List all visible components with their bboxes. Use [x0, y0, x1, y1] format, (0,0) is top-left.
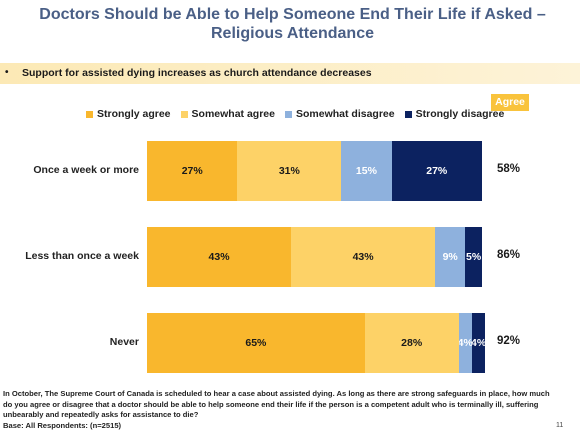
bar-segment: 9% [435, 227, 466, 287]
bullet-icon: • [5, 67, 9, 78]
category-label: Never [109, 336, 139, 348]
legend-label: Strongly disagree [415, 108, 505, 120]
stacked-bar: 43% 43% 9% 5% [147, 227, 482, 287]
legend-swatch [180, 110, 188, 118]
legend-label: Somewhat agree [191, 108, 275, 120]
bar-segment: 31% [237, 141, 342, 201]
bar-segment: 28% [364, 313, 459, 373]
page-title: Doctors Should be Able to Help Someone E… [39, 6, 546, 42]
bar-segment: 4% [458, 313, 472, 373]
bar-segment: 43% [147, 227, 292, 287]
category-label: Once a week or more [33, 164, 139, 176]
legend-item: Somewhat agree [180, 108, 275, 120]
footnote: In October, The Supreme Court of Canada … [3, 389, 551, 431]
bar-segment: 27% [147, 141, 238, 201]
legend-swatch [404, 110, 412, 118]
sample-base: Base: All Respondents: (n=2515) [3, 420, 122, 430]
survey-question: In October, The Supreme Court of Canada … [3, 389, 550, 419]
bar-segment: 5% [465, 227, 482, 287]
legend-item: Strongly agree [86, 108, 171, 120]
bar-segment: 65% [147, 313, 365, 373]
bar-segment: 43% [291, 227, 436, 287]
agree-total: 58% [497, 163, 521, 175]
agree-column-header: Agree [491, 94, 529, 111]
bar-segment: 27% [391, 141, 482, 201]
key-finding-text: Support for assisted dying increases as … [22, 67, 372, 79]
legend-label: Strongly agree [97, 108, 171, 120]
key-finding-banner: • Support for assisted dying increases a… [0, 63, 580, 84]
legend-swatch [86, 110, 93, 118]
page-number: 11 [556, 422, 564, 429]
category-label: Less than once a week [25, 250, 139, 262]
stacked-bar: 65% 28% 4% 4% [147, 313, 486, 373]
agree-total: 92% [497, 335, 521, 347]
legend-label: Somewhat disagree [295, 108, 395, 120]
legend-swatch [284, 110, 292, 118]
legend-item: Strongly disagree [404, 108, 505, 120]
agree-total: 86% [497, 249, 521, 261]
legend-item: Somewhat disagree [284, 108, 395, 120]
stacked-bar: 27% 31% 15% 27% [147, 141, 482, 201]
bar-segment: 15% [341, 141, 392, 201]
chart-legend: Strongly agree Somewhat agree Somewhat dis… [86, 108, 514, 120]
bar-segment: 4% [471, 313, 486, 373]
